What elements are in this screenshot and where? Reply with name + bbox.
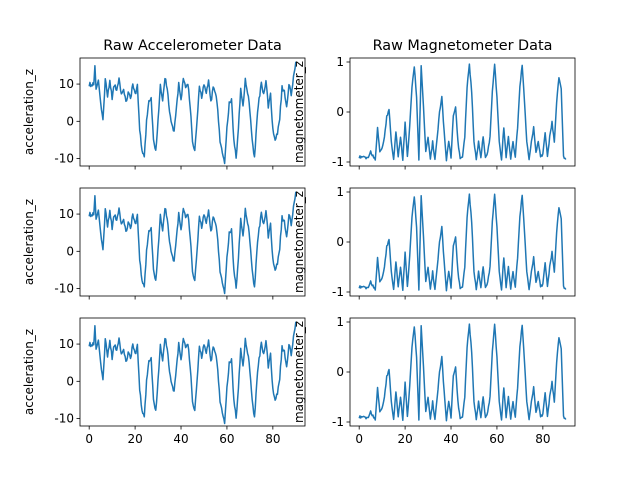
y-tick-label: -1 [332, 155, 344, 169]
y-axis-label: magnetometer_z [292, 61, 306, 163]
y-tick-label: 0 [66, 244, 74, 258]
subplot-4: -1 0 1 magnetometer_z [292, 185, 576, 300]
y-tick-label: 0 [336, 365, 344, 379]
x-tick-label: 0 [85, 432, 93, 446]
x-tick-label: 0 [355, 432, 363, 446]
x-tick-label: 60 [489, 432, 504, 446]
y-tick-label: 1 [336, 55, 344, 69]
series-line [88, 191, 297, 295]
y-axis-label: magnetometer_z [292, 191, 306, 293]
y-axis-label: acceleration_z [22, 199, 36, 285]
y-tick-label: -10 [54, 412, 74, 426]
axes-frame [79, 57, 306, 167]
x-tick-label: 20 [127, 432, 142, 446]
y-tick-label: 0 [336, 235, 344, 249]
series-line [88, 61, 297, 165]
subplot-5: -10 0 10 0 20 40 60 80 acceleration_z [22, 317, 306, 446]
y-axis-label: magnetometer_z [292, 321, 306, 423]
axes-frame [79, 317, 306, 427]
series-line [358, 323, 567, 422]
y-tick-label: -1 [332, 415, 344, 429]
y-tick-label: 0 [66, 374, 74, 388]
subplot-3: -10 0 10 acceleration_z [22, 187, 306, 300]
y-axis-label: acceleration_z [22, 69, 36, 155]
y-tick-label: -10 [54, 282, 74, 296]
y-tick-label: 10 [59, 77, 74, 91]
y-tick-label: 0 [336, 105, 344, 119]
y-axis-label: acceleration_z [22, 329, 36, 415]
series-line [358, 63, 567, 162]
x-tick-label: 80 [535, 432, 550, 446]
y-tick-label: 1 [336, 185, 344, 199]
x-tick-label: 40 [443, 432, 458, 446]
subplot-1: -10 0 10 acceleration_z Raw Accelerometer Da… [22, 38, 306, 170]
series-line [88, 321, 297, 425]
subplot-title: Raw Magnetometer Data [373, 38, 553, 54]
y-tick-label: 1 [336, 315, 344, 329]
x-tick-label: 20 [397, 432, 412, 446]
axes-frame [79, 187, 306, 297]
x-tick-label: 80 [265, 432, 280, 446]
x-tick-label: 40 [173, 432, 188, 446]
x-tick-label: 60 [219, 432, 234, 446]
y-tick-label: -10 [54, 152, 74, 166]
subplot-2: -1 0 1 magnetometer_z Raw Magnetometer Data [292, 38, 576, 170]
series-line [358, 193, 567, 292]
axes-frame [349, 317, 576, 427]
axes-frame [349, 187, 576, 297]
y-tick-label: 10 [59, 337, 74, 351]
axes-frame [349, 57, 576, 167]
y-tick-label: 10 [59, 207, 74, 221]
subplot-title: Raw Accelerometer Data [103, 38, 282, 54]
y-tick-label: 0 [66, 114, 74, 128]
y-tick-label: -1 [332, 285, 344, 299]
